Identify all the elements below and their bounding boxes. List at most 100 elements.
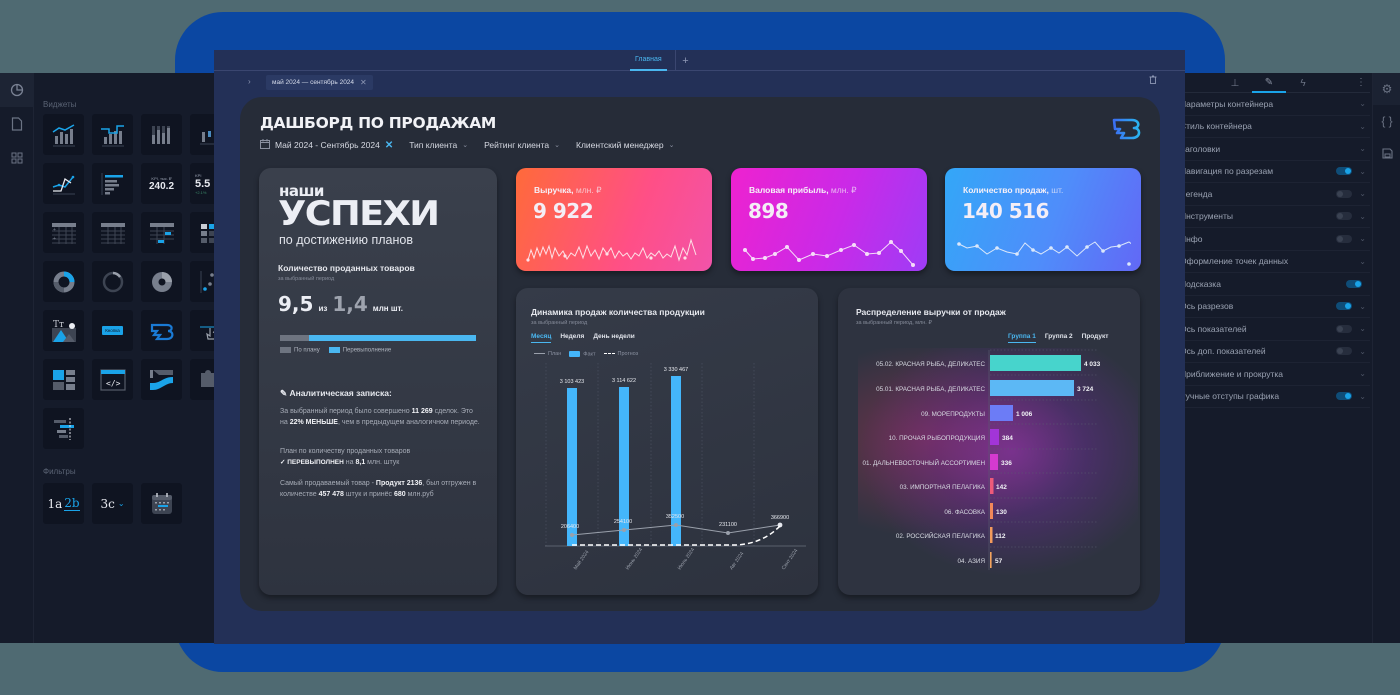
- bar-line-widget[interactable]: [43, 114, 84, 155]
- settings-row[interactable]: Параметры контейнера ⌄: [1184, 93, 1370, 116]
- toggle-on[interactable]: [1336, 302, 1352, 311]
- svg-text:4 033: 4 033: [1084, 361, 1101, 368]
- more-vertical-icon[interactable]: ⋮: [1356, 77, 1366, 88]
- settings-row[interactable]: Инфо⌄: [1184, 228, 1370, 251]
- trash-icon[interactable]: [1149, 75, 1157, 86]
- kpi-delta-value: 5.5: [195, 177, 211, 190]
- metric-actual: 9,5: [278, 292, 314, 316]
- button-widget[interactable]: Кнопка: [92, 310, 133, 351]
- toggle-on[interactable]: [1336, 392, 1352, 401]
- table-widget[interactable]: [92, 212, 133, 253]
- plan-progress-bar: [280, 335, 476, 341]
- settings-row[interactable]: Легенда⌄: [1184, 183, 1370, 206]
- pivot-table-widget[interactable]: + +: [43, 212, 84, 253]
- tab-week[interactable]: Неделя: [560, 333, 585, 340]
- sankey-widget[interactable]: [141, 359, 182, 400]
- calendar-icon: [260, 139, 270, 151]
- svg-text:57: 57: [995, 558, 1003, 565]
- logo-widget[interactable]: [141, 310, 182, 351]
- horizontal-bar-widget[interactable]: [92, 163, 133, 204]
- ring-widget[interactable]: [92, 261, 133, 302]
- chevron-down-icon: ⌄: [1359, 211, 1366, 221]
- settings-row[interactable]: Ручные отступы графика ⌄: [1184, 386, 1370, 408]
- settings-row[interactable]: Инструменты ⌄: [1184, 206, 1370, 228]
- layout-widget[interactable]: [43, 359, 84, 400]
- svg-text:3 724: 3 724: [1077, 386, 1094, 393]
- toggle-off[interactable]: [1336, 324, 1352, 333]
- braces-icon[interactable]: { }: [1381, 114, 1393, 128]
- clear-date-icon[interactable]: ✕: [384, 139, 394, 151]
- actions-tab[interactable]: ϟ: [1286, 73, 1320, 93]
- kpi-widget[interactable]: KPI, тыс. ₽ 240.2: [141, 163, 182, 204]
- svg-text:3 103 423: 3 103 423: [560, 379, 584, 385]
- document-icon[interactable]: [0, 107, 34, 141]
- add-tab-button[interactable]: +: [675, 50, 695, 71]
- revenue-distribution-chart: Распределение выручки от продаж за выбра…: [838, 288, 1140, 595]
- tab-group-2[interactable]: Группа 2: [1044, 333, 1073, 340]
- gantt-widget[interactable]: [43, 408, 84, 449]
- brand-logo-icon: [1112, 118, 1141, 140]
- kpi-label: Выручка, млн. ₽: [534, 185, 602, 195]
- sparkline: [526, 238, 697, 262]
- kpi-value: 140 516: [962, 199, 1049, 223]
- save-icon[interactable]: [1373, 137, 1400, 169]
- dropdown-filter[interactable]: 3c ⌄: [92, 483, 133, 524]
- toggle-on[interactable]: [1346, 279, 1362, 288]
- svg-text:206400: 206400: [561, 524, 579, 530]
- settings-row[interactable]: Подсказка: [1184, 273, 1370, 296]
- text-image-widget[interactable]: Tт: [43, 310, 84, 351]
- client-type-filter[interactable]: Тип клиента ⌄: [409, 140, 469, 150]
- settings-tabs: ⊥ ✎ ϟ: [1184, 73, 1370, 93]
- column-widget[interactable]: [141, 114, 182, 155]
- tab-weekday[interactable]: День недели: [593, 333, 635, 340]
- segment-filter[interactable]: 1a 2b: [43, 483, 84, 524]
- chart-title: Динамика продаж количества продукции: [531, 307, 705, 317]
- settings-row[interactable]: Навигация по разрезам ⌄: [1184, 161, 1370, 183]
- manager-filter[interactable]: Клиентский менеджер ⌄: [576, 140, 675, 150]
- settings-row[interactable]: Ось показателей ⌄: [1184, 318, 1370, 341]
- svg-text:Май 2024: Май 2024: [572, 549, 591, 571]
- donut-widget[interactable]: [43, 261, 84, 302]
- close-icon[interactable]: ✕: [360, 78, 367, 87]
- settings-row[interactable]: Заголовки ⌄: [1184, 138, 1370, 161]
- group-tabs: Группа 1 Группа 2 Продукт: [1008, 333, 1108, 343]
- segment-filter-b: 2b: [64, 496, 80, 511]
- toggle-off[interactable]: [1336, 212, 1352, 221]
- tab-group-1[interactable]: Группа 1: [1008, 333, 1036, 343]
- tab-main[interactable]: Главная: [630, 50, 667, 71]
- settings-row[interactable]: Ось разрезов ⌄: [1184, 296, 1370, 318]
- highlight-table-widget[interactable]: [141, 212, 182, 253]
- settings-row[interactable]: Оформление точек данных ⌄: [1184, 251, 1370, 273]
- tab-month[interactable]: Месяц: [531, 333, 552, 343]
- svg-text:352500: 352500: [666, 514, 684, 520]
- toggle-off[interactable]: [1336, 189, 1352, 198]
- chevron-right-icon[interactable]: ›: [248, 77, 251, 86]
- toggle-on[interactable]: [1336, 167, 1352, 176]
- filter-grid: 1a 2b 3c ⌄: [43, 483, 182, 524]
- success-line1: наши: [279, 182, 324, 200]
- date-chip-label: май 2024 — сентябрь 2024: [272, 79, 355, 86]
- page-title: ДАШБОРД ПО ПРОДАЖАМ: [260, 114, 497, 132]
- tab-product[interactable]: Продукт: [1081, 333, 1109, 340]
- date-range-value: Май 2024 - Сентябрь 2024: [275, 140, 380, 150]
- pie-widget[interactable]: [141, 261, 182, 302]
- chevron-down-icon: ⌄: [1359, 324, 1366, 334]
- calendar-filter[interactable]: [141, 483, 182, 524]
- settings-row[interactable]: Стиль контейнера ⌄: [1184, 116, 1370, 138]
- toggle-off[interactable]: [1336, 234, 1352, 243]
- settings-row[interactable]: Приближение и прокрутка ⌄: [1184, 363, 1370, 386]
- gear-icon[interactable]: ⚙: [1373, 73, 1400, 105]
- date-range-filter[interactable]: Май 2024 - Сентябрь 2024 ✕: [260, 139, 393, 151]
- line-widget[interactable]: [43, 163, 84, 204]
- style-tab[interactable]: ✎: [1252, 73, 1286, 93]
- step-bar-widget[interactable]: [92, 114, 133, 155]
- client-rating-filter[interactable]: Рейтинг клиента ⌄: [484, 140, 561, 150]
- grid-icon[interactable]: [0, 141, 34, 175]
- toggle-off[interactable]: [1336, 347, 1352, 356]
- code-widget[interactable]: </>: [92, 359, 133, 400]
- date-filter-chip[interactable]: май 2024 — сентябрь 2024 ✕: [266, 75, 373, 90]
- settings-row[interactable]: Ось доп. показателей ⌄: [1184, 341, 1370, 363]
- data-tab[interactable]: ⊥: [1218, 73, 1252, 93]
- pie-chart-icon[interactable]: [0, 73, 34, 107]
- sparkline: [743, 240, 915, 267]
